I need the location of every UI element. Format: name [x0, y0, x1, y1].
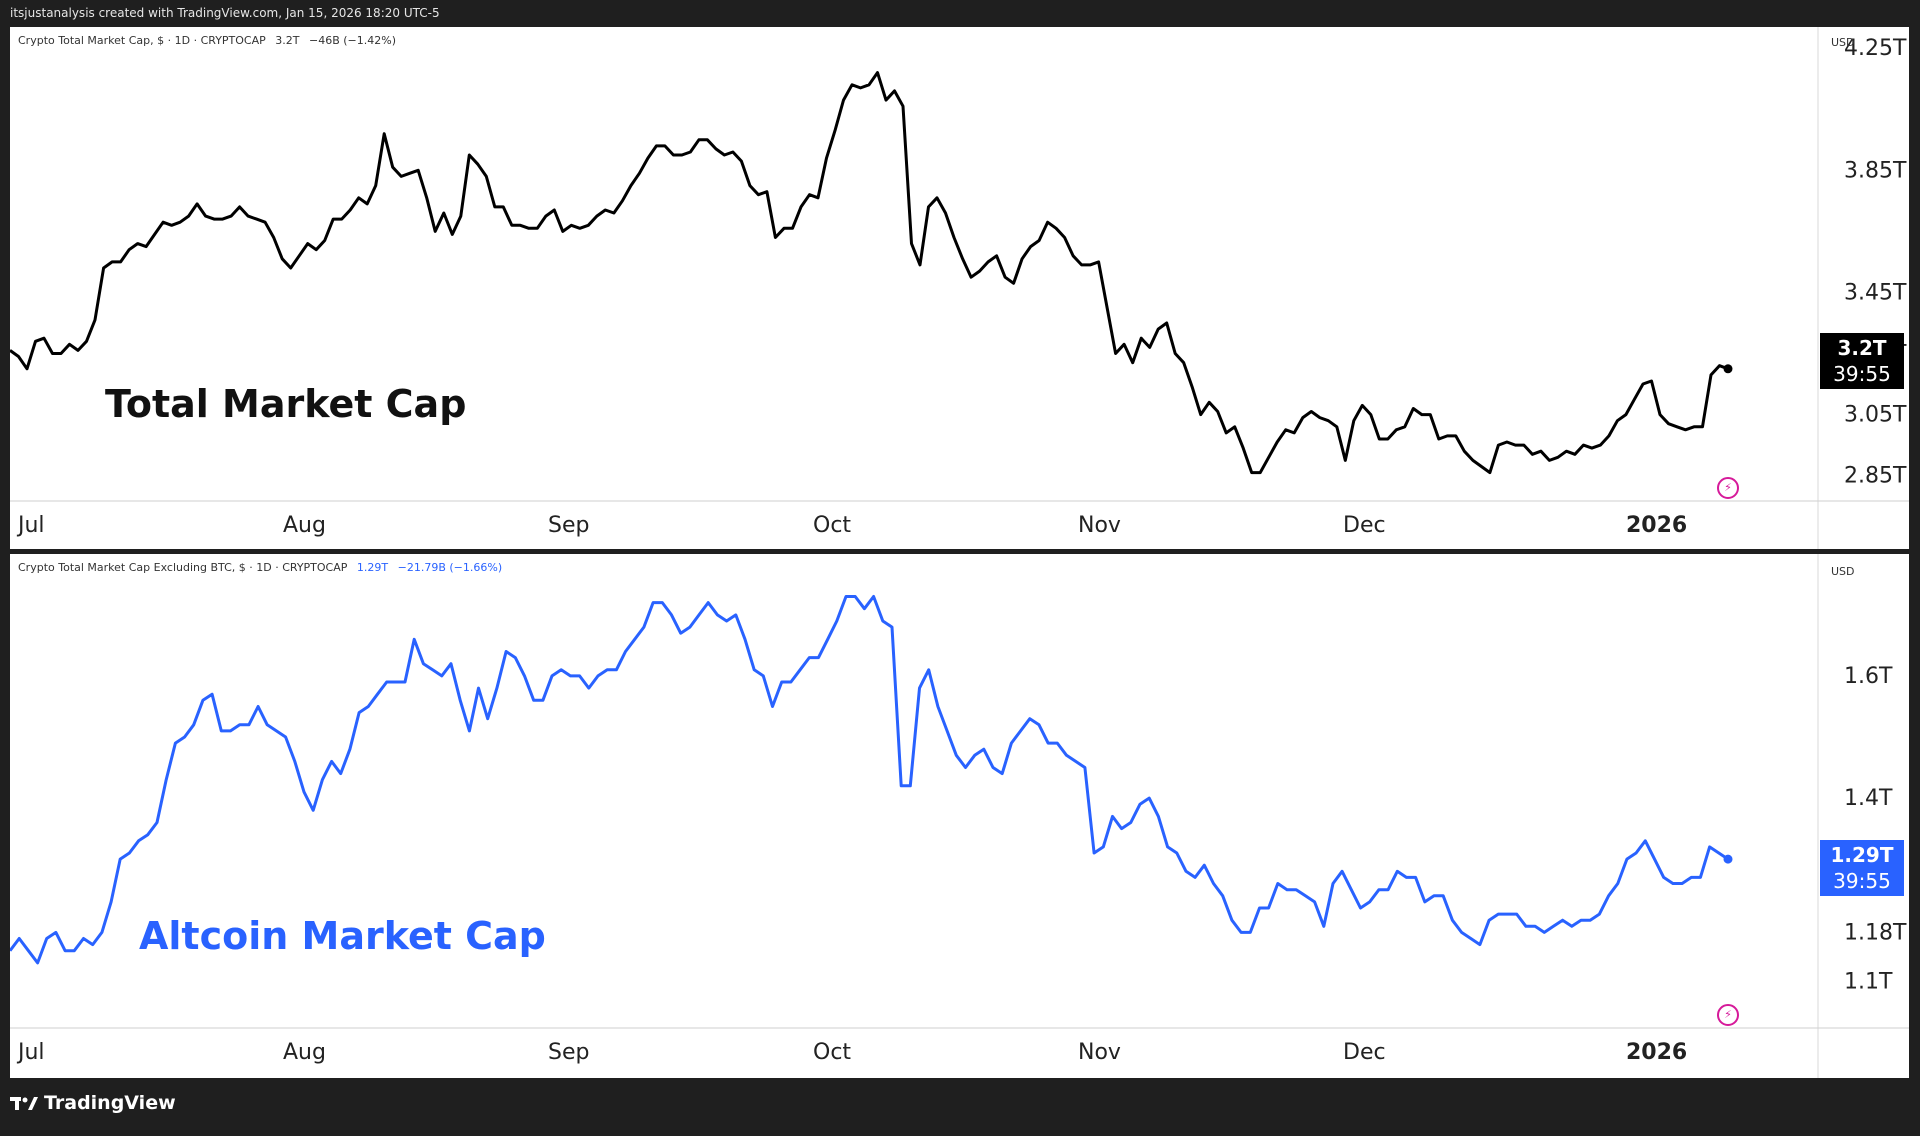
symbol-title[interactable]: Crypto Total Market Cap, $ · 1D · CRYPTO…: [18, 34, 266, 47]
x-tick-label: Sep: [548, 1040, 589, 1065]
tradingview-logo-icon: [10, 1097, 38, 1110]
overlay-label-altcoin: Altcoin Market Cap: [139, 914, 546, 958]
attribution-text: itsjustanalysis created with TradingView…: [10, 6, 440, 20]
x-tick-label: Jul: [16, 1040, 45, 1065]
y-tick-label: 1.6T: [1844, 664, 1893, 689]
x-tick-label: Nov: [1078, 1040, 1121, 1065]
x-tick-label: 2026: [1626, 513, 1687, 538]
bar-countdown: 39:55: [1833, 869, 1891, 893]
overlay-label-total: Total Market Cap: [105, 382, 467, 426]
x-tick-label: Aug: [283, 1040, 326, 1065]
chart-canvas-total[interactable]: 4.25T3.85T3.45T3.25T3.05T2.85TJulAugSepO…: [10, 27, 1909, 549]
x-tick-label: Oct: [813, 513, 851, 538]
y-tick-label: 1.18T: [1844, 920, 1907, 945]
currency-label[interactable]: USD: [1831, 36, 1855, 49]
series-line: [10, 71, 1729, 475]
y-tick-label: 2.85T: [1844, 464, 1907, 489]
symbol-title[interactable]: Crypto Total Market Cap Excluding BTC, $…: [18, 561, 348, 574]
y-tick-label: 4.25T: [1844, 36, 1907, 61]
brand-name: TradingView: [44, 1092, 176, 1114]
y-tick-label: 3.45T: [1844, 280, 1907, 305]
last-price-badge: 3.2T 39:55: [1820, 333, 1904, 389]
last-point-dot: [1723, 854, 1733, 864]
x-tick-label: Oct: [813, 1040, 851, 1065]
header-value: 1.29T: [356, 561, 389, 574]
chart-pane-total[interactable]: Crypto Total Market Cap, $ · 1D · CRYPTO…: [10, 27, 1909, 549]
y-tick-label: 1.4T: [1844, 786, 1893, 811]
chart-pane-altcoin[interactable]: Crypto Total Market Cap Excluding BTC, $…: [10, 554, 1909, 1078]
y-tick-label: 3.05T: [1844, 403, 1907, 428]
series-line: [10, 595, 1729, 965]
y-tick-label: 3.85T: [1844, 158, 1907, 183]
last-price-badge: 1.29T 39:55: [1820, 840, 1904, 896]
currency-label[interactable]: USD: [1831, 565, 1855, 578]
header-value: 3.2T: [275, 34, 300, 47]
pane-header-total: Crypto Total Market Cap, $ · 1D · CRYPTO…: [18, 34, 396, 47]
last-price-value: 1.29T: [1830, 843, 1894, 867]
x-tick-label: Jul: [16, 513, 45, 538]
bar-countdown: 39:55: [1833, 362, 1891, 386]
lightning-icon[interactable]: ⚡: [1717, 477, 1739, 499]
x-tick-label: Nov: [1078, 513, 1121, 538]
pane-header-altcoin: Crypto Total Market Cap Excluding BTC, $…: [18, 561, 502, 574]
x-tick-label: Dec: [1343, 513, 1386, 538]
last-point-dot: [1723, 364, 1733, 374]
y-tick-label: 1.1T: [1844, 969, 1893, 994]
x-tick-label: Dec: [1343, 1040, 1386, 1065]
tradingview-footer[interactable]: TradingView: [10, 1092, 176, 1114]
header-change: −46B (−1.42%): [308, 34, 396, 47]
lightning-icon[interactable]: ⚡: [1717, 1004, 1739, 1026]
x-tick-label: Aug: [283, 513, 326, 538]
chart-canvas-altcoin[interactable]: 1.6T 1.4T 1.18T 1.1T Jul Aug Sep Oct Nov Dec 2026: [10, 554, 1909, 1078]
x-tick-label: Sep: [548, 513, 589, 538]
last-price-value: 3.2T: [1837, 336, 1887, 360]
header-change: −21.79B (−1.66%): [397, 561, 503, 574]
x-tick-label: 2026: [1626, 1040, 1687, 1065]
